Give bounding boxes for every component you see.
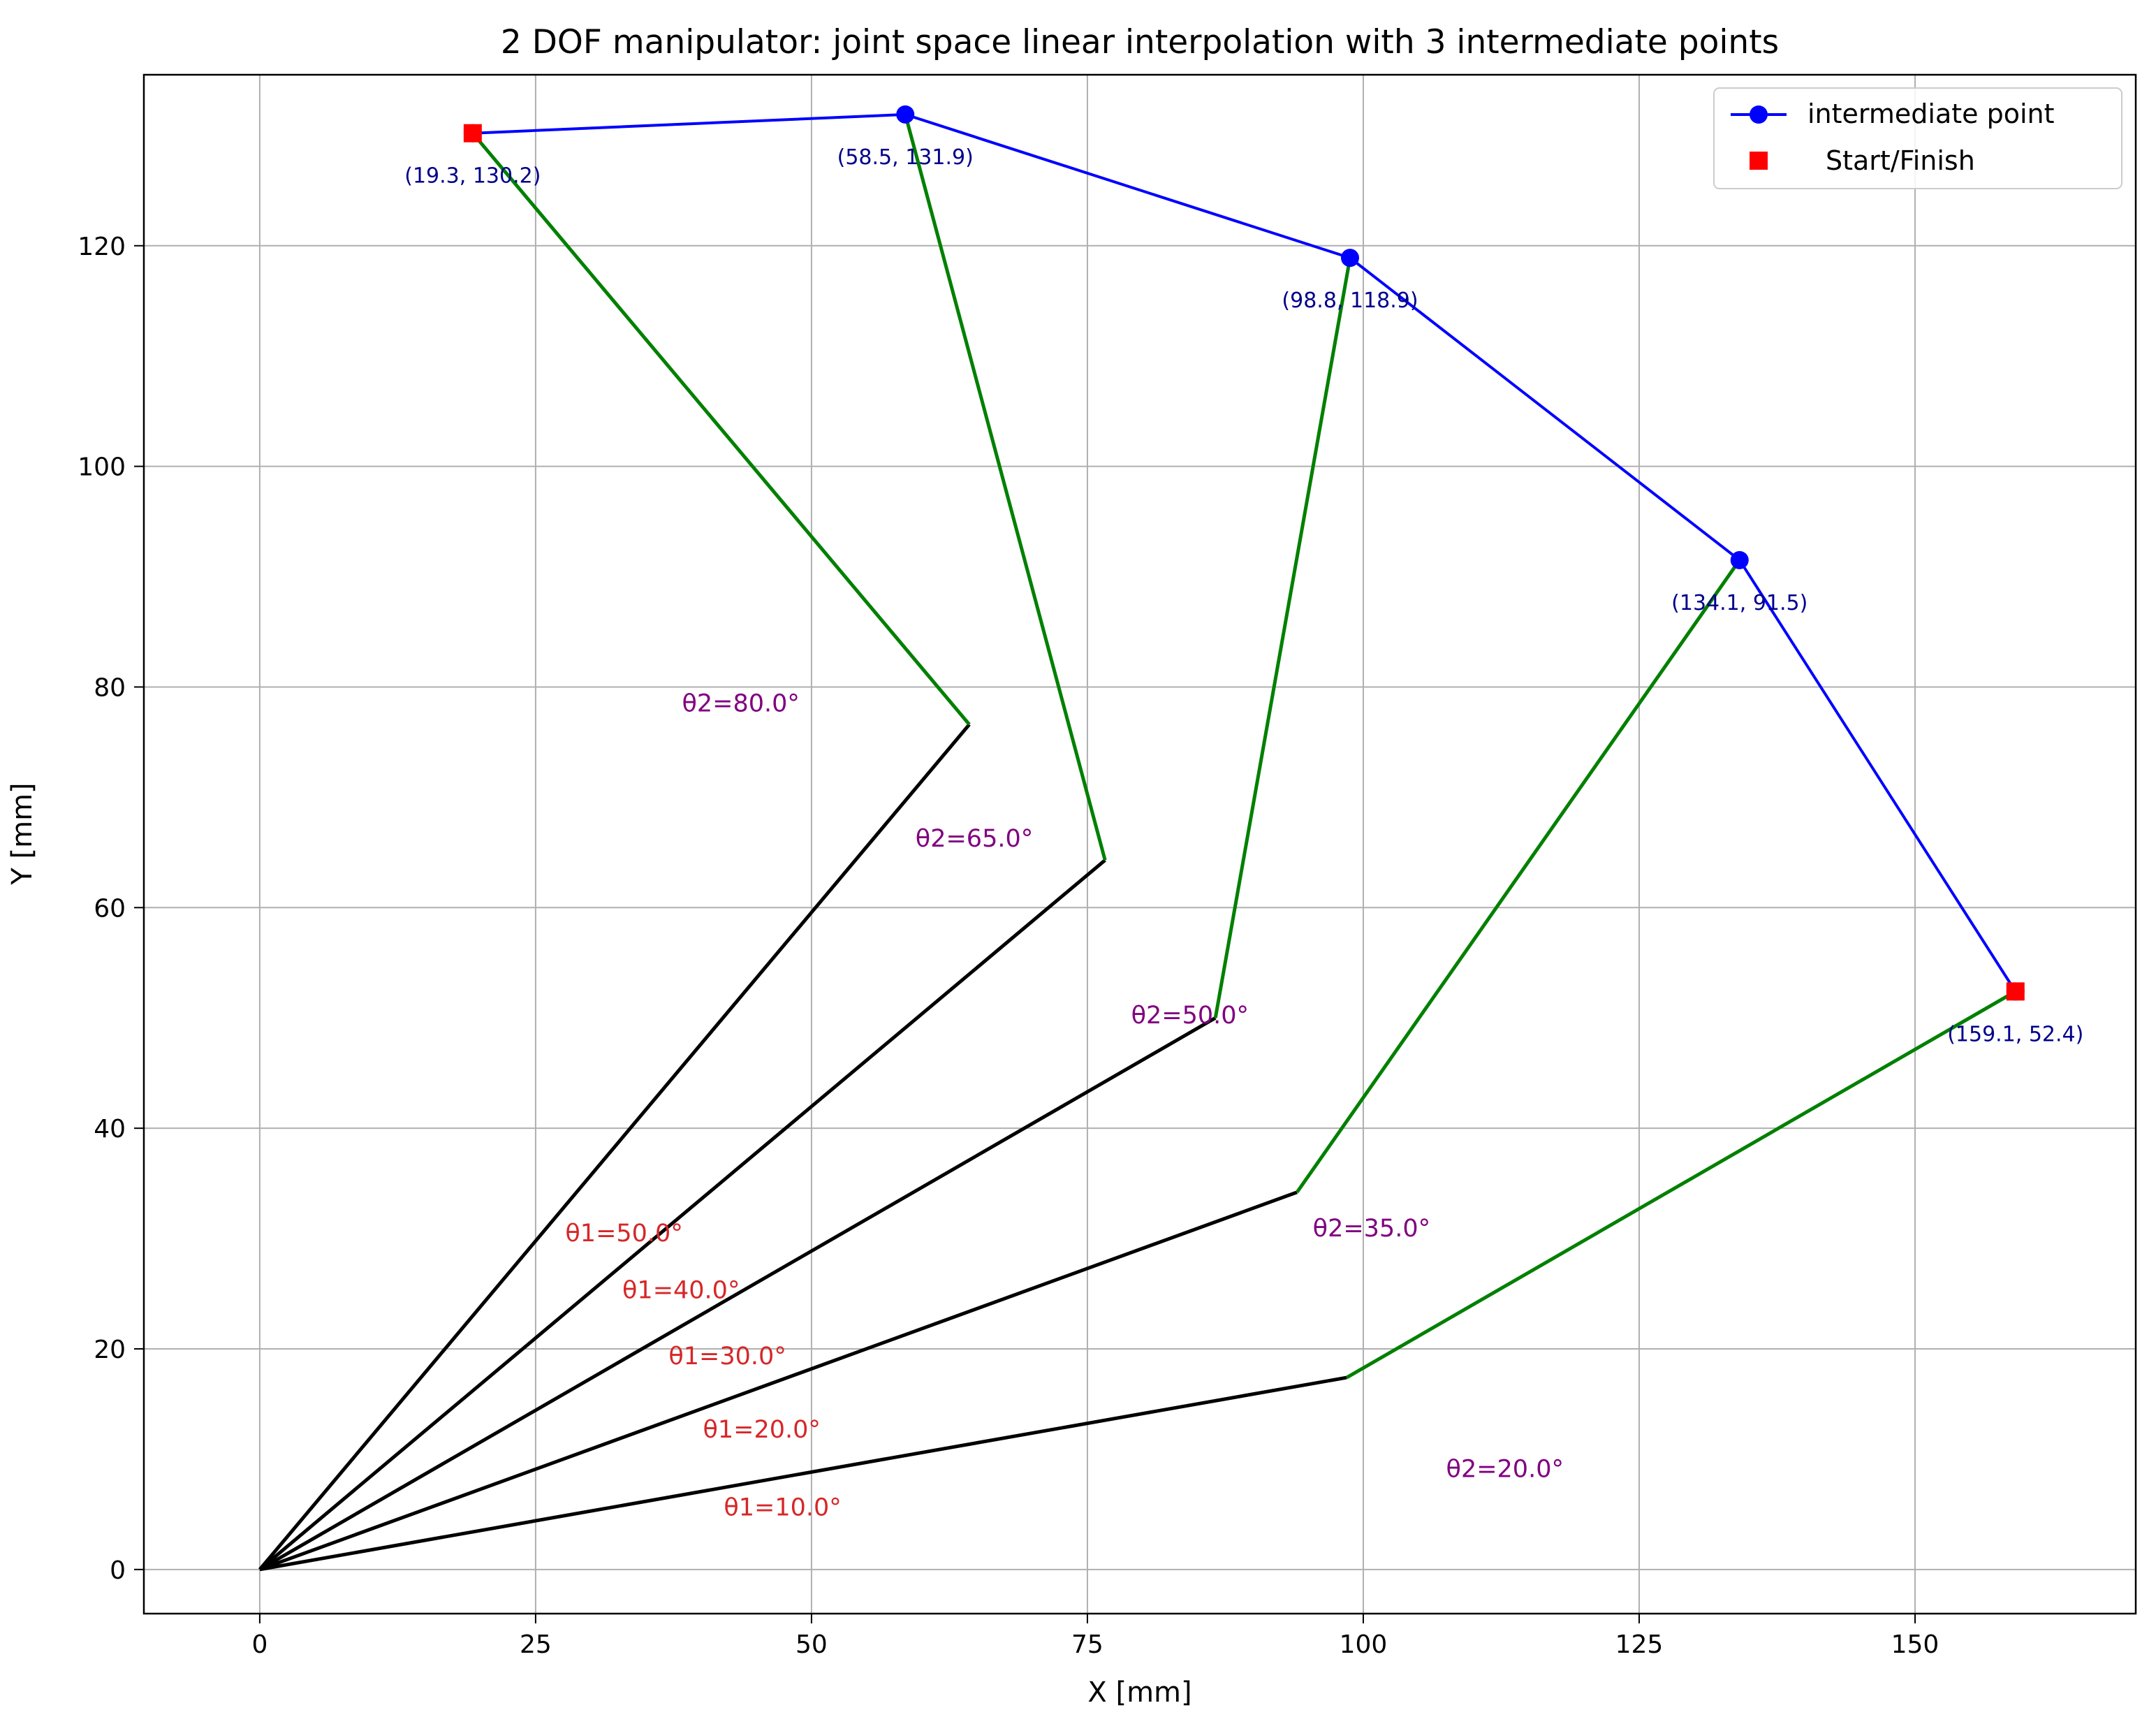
x-tick-label: 100 bbox=[1340, 1630, 1388, 1659]
y-tick-label: 20 bbox=[94, 1336, 126, 1364]
link1-line bbox=[259, 1375, 1347, 1572]
x-tick-label: 25 bbox=[520, 1630, 552, 1659]
end-point-label: (159.1, 52.4) bbox=[1947, 1022, 2083, 1046]
link2-line bbox=[1346, 990, 2017, 1380]
theta2-label: θ2=20.0° bbox=[1446, 1456, 1564, 1484]
intermediate-point-marker bbox=[896, 105, 915, 124]
legend-label: Start/Finish bbox=[1826, 145, 1975, 176]
theta2-label: θ2=35.0° bbox=[1313, 1215, 1430, 1243]
legend: intermediate point Start/Finish bbox=[1713, 87, 2122, 189]
link1-line bbox=[258, 1016, 1217, 1571]
y-axis-label: Y [mm] bbox=[6, 782, 38, 885]
link2-line bbox=[471, 132, 971, 726]
plot-frame bbox=[142, 73, 2137, 1615]
link1-line bbox=[258, 723, 971, 1571]
x-tick-label: 75 bbox=[1071, 1630, 1103, 1659]
axis-ticks: 0 25 50 75 100 125 150 0 20 40 60 80 100 120 bbox=[78, 233, 1939, 1659]
y-tick-label: 120 bbox=[78, 233, 126, 261]
end-point-label: (58.5, 131.9) bbox=[837, 145, 974, 170]
theta1-label: θ1=30.0° bbox=[668, 1343, 786, 1371]
legend-circle-marker bbox=[1750, 105, 1768, 124]
intermediate-point-marker bbox=[1341, 249, 1360, 268]
end-point-label: (98.8, 118.9) bbox=[1282, 288, 1418, 313]
theta1-label: θ1=40.0° bbox=[622, 1276, 740, 1304]
y-tick-label: 80 bbox=[94, 673, 126, 702]
legend-label: intermediate point bbox=[1807, 98, 2055, 129]
y-tick-label: 60 bbox=[94, 894, 126, 923]
theta1-label: θ1=50.0° bbox=[565, 1220, 682, 1248]
y-tick-label: 40 bbox=[94, 1115, 126, 1144]
theta2-label: θ2=65.0° bbox=[916, 825, 1033, 853]
y-tick-label: 100 bbox=[78, 453, 126, 482]
end-point-label: (134.1, 91.5) bbox=[1671, 591, 1807, 615]
chart-title: 2 DOF manipulator: joint space linear in… bbox=[501, 23, 1779, 61]
end-effector-path bbox=[463, 105, 2025, 1001]
y-tick-label: 0 bbox=[110, 1556, 126, 1585]
start-finish-marker bbox=[2006, 982, 2025, 1001]
link2-line bbox=[903, 114, 1107, 861]
legend-box bbox=[1713, 87, 2122, 189]
annotations: (19.3, 130.2) θ1=50.0° θ2=80.0° (58.5, 131.… bbox=[404, 145, 2083, 1522]
arm-links bbox=[258, 114, 2017, 1572]
x-tick-label: 150 bbox=[1891, 1630, 1939, 1659]
theta2-label: θ2=50.0° bbox=[1131, 1002, 1249, 1030]
theta1-label: θ1=20.0° bbox=[703, 1416, 820, 1444]
theta2-label: θ2=80.0° bbox=[682, 690, 799, 718]
start-finish-marker bbox=[463, 124, 482, 143]
theta1-label: θ1=10.0° bbox=[724, 1493, 841, 1521]
intermediate-point-marker bbox=[1730, 550, 1749, 569]
x-tick-label: 0 bbox=[251, 1630, 267, 1659]
grid bbox=[144, 75, 2136, 1614]
end-point-label: (19.3, 130.2) bbox=[404, 164, 541, 189]
link1-line bbox=[258, 858, 1106, 1571]
link1-line bbox=[259, 1190, 1298, 1572]
link2-line bbox=[1213, 257, 1352, 1018]
legend-square-marker bbox=[1750, 152, 1768, 170]
x-axis-label: X [mm] bbox=[1087, 1676, 1191, 1709]
link2-line bbox=[1296, 559, 1741, 1194]
x-tick-label: 50 bbox=[795, 1630, 828, 1659]
x-tick-label: 125 bbox=[1615, 1630, 1664, 1659]
